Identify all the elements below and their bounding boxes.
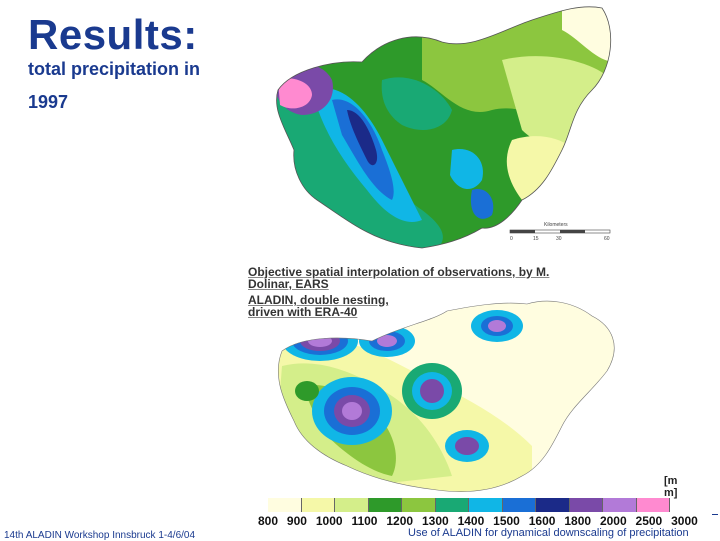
precipitation-colorbar [268,498,670,512]
slide-year: 1997 [28,92,69,112]
bottom-map-caption: ALADIN, double nesting, driven with ERA-… [248,293,389,319]
colorbar-tick: 1000 [315,514,343,528]
slide-title: Results: [28,11,198,58]
colorbar-segment [402,498,436,512]
map-scale-bar: Kilometers 0 15 30 60 [509,222,611,242]
colorbar-tick: 2500 [635,514,663,528]
colorbar-tick: 1500 [493,514,520,528]
scale-tick: 0 [510,236,513,242]
colorbar-segment [435,498,469,512]
colorbar-segment [569,498,603,512]
scale-tick: 15 [533,236,539,242]
scale-tick: 30 [556,236,562,242]
colorbar-segment [301,498,335,512]
colorbar-segment [368,498,402,512]
colorbar-ticks: 800 900 1000 1100 1200 1300 1400 1500 16… [258,514,698,528]
footer-title: Use of ALADIN for dynamical downscaling … [408,527,689,539]
aladin-precipitation-map [278,300,615,492]
footer-workshop: 14th ALADIN Workshop Innsbruck 1-4/6/04 [4,530,196,541]
scale-label: Kilometers [544,222,568,228]
footer-divider [712,514,718,515]
colorbar-tick: 3000 [671,514,698,528]
colorbar-tick: 800 [258,514,279,528]
colorbar-tick: 1300 [421,514,449,528]
colorbar-segment [536,498,570,512]
colorbar-segment [268,498,302,512]
colorbar-segment [603,498,637,512]
slide-subtitle: total precipitation in [28,59,201,79]
colorbar-segment [502,498,536,512]
top-map-caption: Objective spatial interpolation of obser… [248,265,550,291]
scale-tick: 60 [604,236,610,242]
colorbar-segment [335,498,369,512]
colorbar-tick: 1400 [457,514,485,528]
colorbar-tick: 2000 [599,514,627,528]
colorbar-segment [469,498,503,512]
legend-unit: [mm] [664,475,678,499]
colorbar-tick: 900 [286,514,307,528]
observed-precipitation-map: Kilometers 0 15 30 60 [276,6,612,249]
colorbar-tick: 1200 [386,514,414,528]
colorbar-tick: 1800 [564,514,592,528]
colorbar-segment [636,498,670,512]
colorbar-tick: 1600 [528,514,556,528]
colorbar-tick: 1100 [351,514,378,528]
